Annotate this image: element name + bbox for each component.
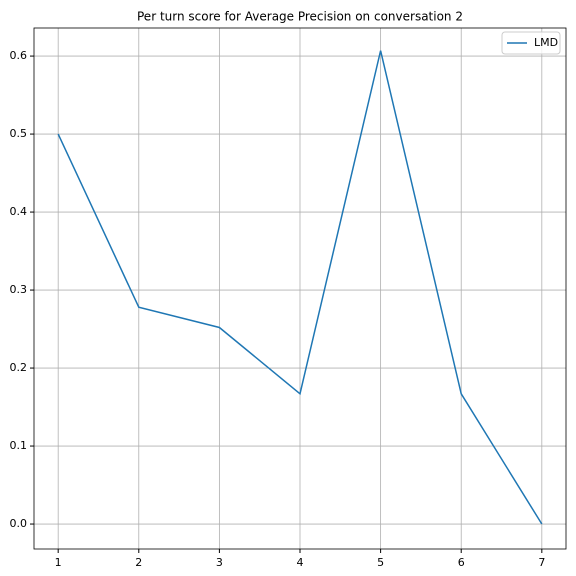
chart-title: Per turn score for Average Precision on … — [137, 10, 463, 24]
x-tick-label: 2 — [135, 556, 142, 569]
x-tick-label: 1 — [55, 556, 62, 569]
y-tick-label: 0.6 — [10, 49, 28, 62]
x-tick-label: 7 — [538, 556, 545, 569]
x-tick-label: 4 — [297, 556, 304, 569]
x-tick-label: 6 — [458, 556, 465, 569]
y-tick-label: 0.4 — [10, 205, 28, 218]
y-tick-label: 0.5 — [10, 127, 28, 140]
legend-box — [501, 31, 561, 55]
y-tick-label: 0.2 — [10, 361, 28, 374]
x-tick-label: 5 — [377, 556, 384, 569]
y-tick-label: 0.0 — [10, 517, 28, 530]
legend-label: LMD — [534, 36, 558, 49]
y-tick-label: 0.3 — [10, 283, 28, 296]
x-tick-label: 3 — [216, 556, 223, 569]
y-tick-label: 0.1 — [10, 439, 28, 452]
line — [57, 50, 543, 525]
plot-frame — [33, 27, 567, 550]
